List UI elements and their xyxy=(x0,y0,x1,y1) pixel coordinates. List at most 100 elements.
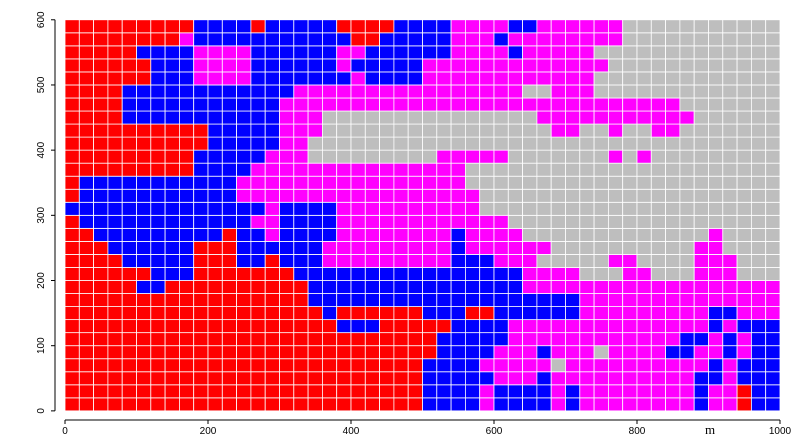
cell xyxy=(107,227,123,242)
cell xyxy=(264,201,280,216)
cell xyxy=(450,293,466,307)
cell xyxy=(236,71,252,86)
cell xyxy=(64,32,80,47)
cell xyxy=(350,332,366,347)
cell xyxy=(121,123,137,138)
cell xyxy=(565,254,581,268)
cell xyxy=(379,136,395,151)
cell xyxy=(464,267,481,281)
cell xyxy=(750,371,767,386)
cell xyxy=(522,45,538,60)
cell xyxy=(264,280,280,294)
cell xyxy=(550,227,566,242)
cell xyxy=(536,110,552,125)
cell xyxy=(207,162,223,177)
cell xyxy=(708,201,724,216)
cell xyxy=(207,306,223,321)
cell xyxy=(450,19,466,34)
cell xyxy=(679,267,695,281)
cell xyxy=(279,32,295,47)
cell xyxy=(179,123,195,138)
cell xyxy=(293,214,309,229)
cell xyxy=(579,397,595,412)
cell xyxy=(693,123,709,138)
y-tick-label: 600 xyxy=(36,11,47,28)
cell xyxy=(708,45,724,60)
cell xyxy=(722,397,738,412)
cell xyxy=(379,123,395,138)
cell xyxy=(607,254,624,268)
cell xyxy=(622,319,638,334)
cell xyxy=(107,188,123,203)
cell xyxy=(450,58,466,73)
cell xyxy=(693,293,709,307)
cell xyxy=(636,123,652,138)
cell xyxy=(179,45,195,60)
cell xyxy=(436,227,452,242)
cell xyxy=(522,293,538,307)
cell xyxy=(207,110,223,125)
cell xyxy=(336,110,352,125)
cell xyxy=(679,214,695,229)
cell xyxy=(665,345,681,360)
cell xyxy=(78,188,95,203)
cell xyxy=(565,123,581,138)
cell xyxy=(236,345,252,360)
cell xyxy=(665,19,681,34)
cell xyxy=(722,45,738,60)
cell xyxy=(322,332,338,347)
cell xyxy=(221,149,238,164)
cell xyxy=(422,201,438,216)
cell xyxy=(136,358,152,373)
cell xyxy=(565,149,581,164)
cell xyxy=(765,306,781,321)
cell xyxy=(236,280,252,294)
cell xyxy=(293,397,309,412)
cell xyxy=(136,254,152,268)
cell xyxy=(565,227,581,242)
cell xyxy=(93,84,109,99)
cell xyxy=(221,58,238,73)
cell xyxy=(121,227,137,242)
cell xyxy=(736,319,752,334)
cell xyxy=(536,371,552,386)
cell xyxy=(379,175,395,190)
cell xyxy=(364,201,380,216)
cell xyxy=(164,319,180,334)
cell xyxy=(422,19,438,34)
cell xyxy=(350,397,366,412)
cell xyxy=(464,227,481,242)
cell xyxy=(765,267,781,281)
cell xyxy=(593,332,609,347)
cell xyxy=(121,19,137,34)
cell xyxy=(436,123,452,138)
cell xyxy=(121,280,137,294)
cell xyxy=(78,19,95,34)
cell xyxy=(436,175,452,190)
cell xyxy=(250,227,266,242)
cell xyxy=(579,136,595,151)
cell xyxy=(93,397,109,412)
cell xyxy=(450,358,466,373)
cell xyxy=(679,19,695,34)
cell xyxy=(693,97,709,112)
cell xyxy=(407,58,423,73)
cell xyxy=(750,214,767,229)
cell xyxy=(121,293,137,307)
cell xyxy=(379,254,395,268)
cell xyxy=(364,175,380,190)
cell xyxy=(379,227,395,242)
cell xyxy=(693,32,709,47)
cell xyxy=(607,32,624,47)
cell xyxy=(536,136,552,151)
cell xyxy=(264,332,280,347)
cell xyxy=(322,319,338,334)
cell xyxy=(107,32,123,47)
cell xyxy=(522,162,538,177)
cell xyxy=(622,345,638,360)
cell xyxy=(264,358,280,373)
cell xyxy=(236,32,252,47)
cell xyxy=(407,175,423,190)
cell xyxy=(622,240,638,255)
